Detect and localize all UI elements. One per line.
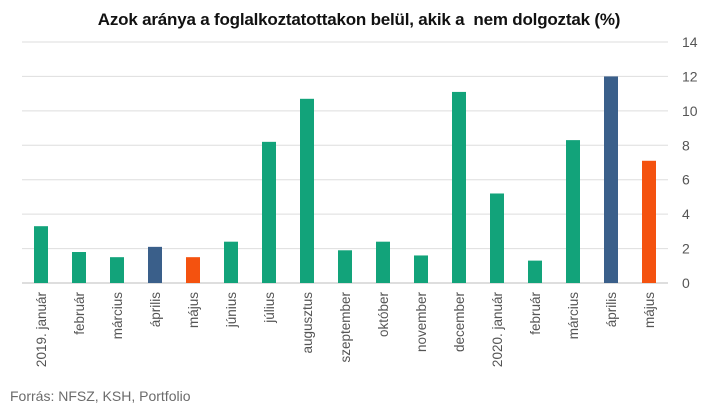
bar <box>186 257 200 283</box>
x-tick-label: március <box>110 292 125 340</box>
x-tick-label: február <box>72 292 87 335</box>
bar <box>376 241 390 283</box>
bar <box>300 98 314 283</box>
x-tick-label: november <box>414 292 429 353</box>
bar <box>528 260 542 283</box>
y-tick-label: 4 <box>682 206 690 222</box>
bar <box>452 91 466 284</box>
bar <box>414 255 428 283</box>
x-tick-label: április <box>604 292 619 328</box>
x-tick-label: augusztus <box>300 292 315 354</box>
gridlines <box>22 41 668 284</box>
bar <box>490 193 504 283</box>
y-tick-label: 14 <box>682 34 698 50</box>
y-tick-label: 12 <box>682 68 698 84</box>
bar <box>34 226 48 283</box>
x-axis-ticks: 2019. január február március április május jú… <box>34 291 657 367</box>
bar <box>338 250 352 283</box>
bar <box>148 246 162 283</box>
y-axis-ticks: 0 2 4 6 8 10 12 14 <box>682 34 698 291</box>
y-tick-label: 8 <box>682 137 690 153</box>
y-tick-label: 0 <box>682 275 690 291</box>
x-tick-label: 2020. január <box>490 291 505 367</box>
source-note: Forrás: NFSZ, KSH, Portfolio <box>10 388 191 404</box>
bars <box>34 76 656 284</box>
x-tick-label: április <box>148 292 163 328</box>
x-tick-label: október <box>376 291 391 337</box>
x-tick-label: február <box>528 292 543 335</box>
x-tick-label: március <box>566 292 581 340</box>
bar <box>566 140 580 283</box>
y-tick-label: 2 <box>682 241 690 257</box>
chart-title: Azok aránya a foglalkoztatottakon belül,… <box>97 10 621 29</box>
x-tick-label: május <box>642 292 657 328</box>
x-tick-label: 2019. január <box>34 291 49 367</box>
y-tick-label: 10 <box>682 103 698 119</box>
bar <box>224 241 238 283</box>
bar <box>72 252 86 283</box>
x-tick-label: július <box>262 292 277 324</box>
x-tick-label: december <box>452 292 467 353</box>
x-tick-label: szeptember <box>338 292 353 363</box>
y-tick-label: 6 <box>682 172 690 188</box>
bar <box>110 257 124 283</box>
x-tick-label: június <box>224 292 239 329</box>
bar <box>604 76 618 283</box>
bar <box>262 141 276 283</box>
x-tick-label: május <box>186 292 201 328</box>
bar <box>642 160 656 283</box>
